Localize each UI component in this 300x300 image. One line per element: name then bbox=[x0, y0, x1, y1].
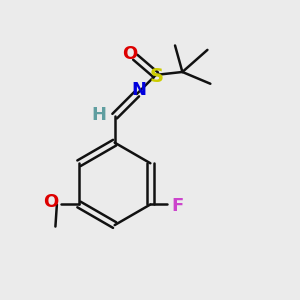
Text: O: O bbox=[43, 193, 58, 211]
Text: H: H bbox=[91, 106, 106, 124]
Text: N: N bbox=[132, 81, 147, 99]
Text: F: F bbox=[172, 197, 184, 215]
Text: O: O bbox=[122, 45, 138, 63]
Text: S: S bbox=[150, 67, 164, 85]
